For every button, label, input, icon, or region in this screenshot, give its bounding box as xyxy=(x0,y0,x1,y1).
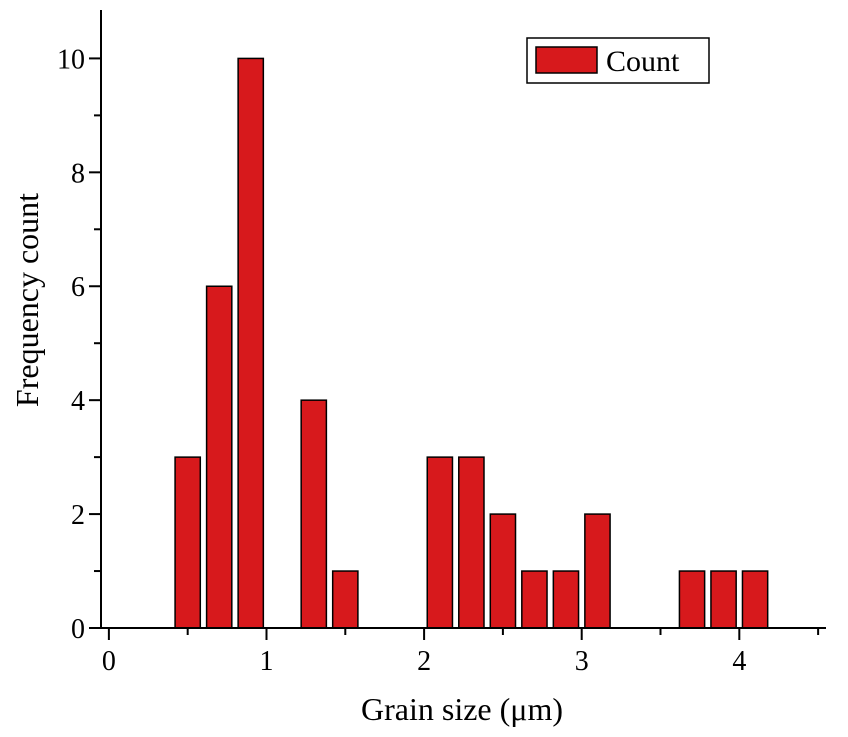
legend-label: Count xyxy=(606,45,680,78)
y-tick-label: 2 xyxy=(71,500,85,531)
x-tick-label: 1 xyxy=(259,646,273,677)
bar xyxy=(678,570,706,629)
y-tick-label: 6 xyxy=(71,272,85,303)
x-tick-label: 4 xyxy=(732,646,746,677)
x-tick-label: 2 xyxy=(417,646,431,677)
y-tick-label: 8 xyxy=(71,158,85,189)
bar xyxy=(426,456,454,629)
bars-group xyxy=(174,57,769,629)
axes-group xyxy=(100,10,826,629)
bar xyxy=(331,570,359,629)
bar xyxy=(300,399,328,629)
bar xyxy=(237,57,265,629)
bar xyxy=(458,456,485,629)
y-axis-title: Frequency count xyxy=(9,193,45,407)
y-tick-label: 4 xyxy=(71,386,85,417)
y-tick-label: 10 xyxy=(57,44,85,75)
x-axis-title: Grain size (μm) xyxy=(361,691,563,727)
bar xyxy=(710,570,737,629)
y-tick-label: 0 xyxy=(71,614,85,645)
legend-swatch xyxy=(535,46,598,74)
bar xyxy=(489,513,517,629)
x-tick-label: 3 xyxy=(575,646,589,677)
bar xyxy=(552,570,580,629)
bar xyxy=(584,513,611,629)
bar xyxy=(174,456,202,629)
bar xyxy=(205,285,233,629)
ticks-group: 0 1 2 3 4 0 2 4 6 8 10 xyxy=(57,44,820,677)
bar xyxy=(741,570,769,629)
x-tick-label: 0 xyxy=(102,646,116,677)
legend: Count xyxy=(526,37,710,84)
bar xyxy=(521,570,548,629)
